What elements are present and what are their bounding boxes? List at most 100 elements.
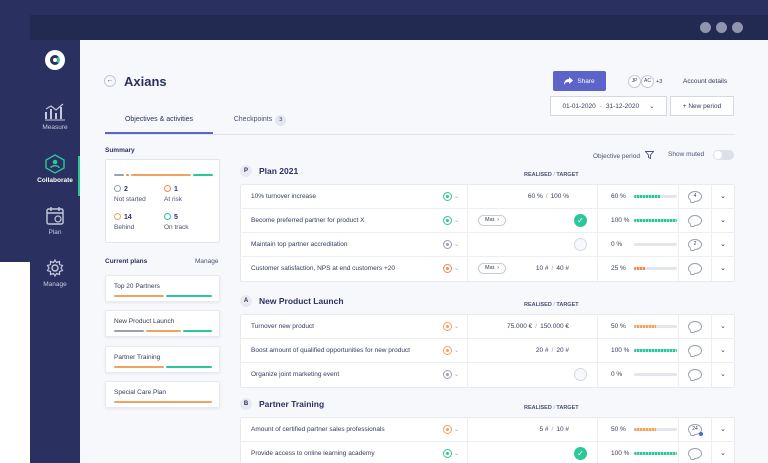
comment-icon[interactable]: 24 [688, 424, 703, 436]
chevron-down-icon[interactable]: ⌄ [454, 372, 460, 378]
chevron-down-icon[interactable]: ⌄ [454, 266, 460, 272]
avatar[interactable]: JP [628, 75, 641, 88]
objective-row[interactable]: Boost amount of qualified opportunities … [241, 339, 734, 363]
section-partner-training: B Partner Training REALISED / TARGET Amount… [240, 393, 735, 463]
tab-objectives[interactable]: Objectives & activities [105, 112, 213, 134]
plan-card-top-20-partners[interactable]: Top 20 Partners [105, 275, 220, 302]
objective-row[interactable]: Turnover new product ⌄ 75.000 €/150.000 € 5… [241, 315, 734, 339]
status-icon[interactable] [443, 425, 452, 434]
column-divider [678, 418, 679, 442]
plan-name: Top 20 Partners [114, 283, 160, 290]
comment-icon[interactable] [688, 263, 702, 274]
nav-item-collaborate[interactable]: Collaborate [30, 154, 80, 198]
window-control-dot[interactable] [716, 22, 727, 33]
progress-fill [634, 219, 677, 222]
back-button[interactable]: ← [104, 75, 116, 87]
empty-checkbox-icon[interactable] [574, 368, 587, 381]
window-control-dot[interactable] [700, 22, 711, 33]
chevron-down-icon[interactable]: ⌄ [720, 371, 726, 378]
status-icon[interactable] [443, 449, 452, 458]
status-icon[interactable] [443, 346, 452, 355]
share-button[interactable]: Share [553, 71, 606, 91]
chevron-down-icon[interactable]: ⌄ [454, 194, 460, 200]
status-icon[interactable] [443, 216, 452, 225]
manage-plans-link[interactable]: Manage [195, 258, 219, 265]
due-date-chip[interactable]: Mar. › [478, 215, 507, 226]
chevron-down-icon[interactable]: ⌄ [454, 348, 460, 354]
chevron-down-icon[interactable]: ⌄ [720, 265, 726, 272]
column-divider [711, 418, 712, 442]
nav-item-measure[interactable]: Measure [30, 103, 80, 147]
status-icon[interactable] [443, 240, 452, 249]
status-icon[interactable] [443, 370, 452, 379]
date-start: 01-01-2020 [562, 102, 596, 110]
comment-icon[interactable]: 2 [688, 239, 702, 250]
window-control-dot[interactable] [732, 22, 743, 33]
status-icon[interactable] [443, 192, 452, 201]
progress-bar [634, 373, 677, 376]
comment-icon[interactable] [688, 321, 702, 332]
objective-period-filter[interactable]: Objective period [593, 151, 655, 160]
nav-item-manage[interactable]: Manage [30, 258, 80, 302]
objectives-list: Turnover new product ⌄ 75.000 €/150.000 € 5… [240, 314, 735, 388]
comment-icon[interactable] [688, 369, 702, 380]
date-range-select[interactable]: 01-01-2020 - 31-12-2020 ⌄ [550, 96, 667, 116]
objective-name: Amount of certified partner sales profes… [251, 426, 385, 433]
section-letter-badge: P [240, 165, 252, 177]
objective-name: Provide access to online learning academ… [251, 450, 375, 457]
empty-checkbox-icon[interactable] [574, 238, 587, 251]
chevron-down-icon[interactable]: ⌄ [720, 193, 726, 200]
comment-icon[interactable] [688, 448, 702, 459]
checkmark-icon[interactable]: ✓ [574, 447, 587, 460]
objective-row[interactable]: Provide access to online learning academ… [241, 442, 734, 463]
comment-icon[interactable]: 4 [688, 191, 702, 202]
plan-card-special-care-plan[interactable]: Special Care Plan [105, 381, 220, 408]
chevron-down-icon[interactable]: ⌄ [720, 241, 726, 248]
new-period-button[interactable]: + New period [670, 96, 734, 116]
column-divider [711, 442, 712, 463]
column-divider [467, 418, 468, 442]
objective-row[interactable]: Customer satisfaction, NPS at end custom… [241, 257, 734, 281]
account-details-link[interactable]: Account details [683, 78, 728, 85]
objective-row[interactable]: Become preferred partner for product X ⌄ M… [241, 209, 734, 233]
on-track-icon [164, 213, 171, 220]
summary-bar-segment [114, 174, 124, 176]
progress-fill [634, 267, 645, 270]
objective-row[interactable]: Amount of certified partner sales profes… [241, 418, 734, 442]
chevron-down-icon[interactable]: ⌄ [454, 451, 460, 457]
comment-icon[interactable] [688, 345, 702, 356]
more-members-count[interactable]: +3 [656, 79, 663, 85]
column-divider [678, 209, 679, 233]
chevron-down-icon[interactable]: ⌄ [454, 242, 460, 248]
chevron-down-icon[interactable]: ⌄ [720, 347, 726, 354]
progress-percent: 25 % [611, 265, 626, 272]
progress-bar [634, 325, 677, 328]
plan-card-partner-training[interactable]: Partner Training [105, 346, 220, 373]
chevron-down-icon[interactable]: ⌄ [720, 217, 726, 224]
tab-checkpoints[interactable]: Checkpoints 3 [220, 112, 300, 134]
comment-icon[interactable] [688, 215, 702, 226]
chevron-down-icon[interactable]: ⌄ [454, 218, 460, 224]
due-date-chip[interactable]: Mar. › [478, 263, 507, 274]
status-icon[interactable] [443, 264, 452, 273]
chevron-down-icon[interactable]: ⌄ [720, 323, 726, 330]
column-divider [597, 185, 598, 209]
checkmark-icon[interactable]: ✓ [574, 214, 587, 227]
objective-row[interactable]: 10% turnover increase ⌄ 60 %/100 % 60 % 4 ⌄ [241, 185, 734, 209]
progress-bar [634, 452, 677, 455]
chevron-down-icon[interactable]: ⌄ [454, 427, 460, 433]
plan-card-new-product-launch[interactable]: New Product Launch [105, 310, 220, 337]
objective-row[interactable]: Maintain top partner accreditation ⌄ 0 % 2 ⌄ [241, 233, 734, 257]
show-muted-toggle[interactable] [713, 150, 734, 160]
column-divider [597, 257, 598, 281]
nav-item-plan[interactable]: Plan [30, 206, 80, 250]
status-icon[interactable] [443, 322, 452, 331]
chevron-down-icon[interactable]: ⌄ [720, 450, 726, 457]
chevron-down-icon[interactable]: ⌄ [454, 324, 460, 330]
chevron-down-icon[interactable]: ⌄ [720, 426, 726, 433]
avatar[interactable]: AC [641, 75, 654, 88]
plan-bar-segment [183, 330, 212, 332]
objective-row[interactable]: Organize joint marketing event ⌄ 0 % ⌄ [241, 363, 734, 387]
app-logo-icon[interactable] [45, 50, 65, 70]
column-divider [711, 363, 712, 387]
